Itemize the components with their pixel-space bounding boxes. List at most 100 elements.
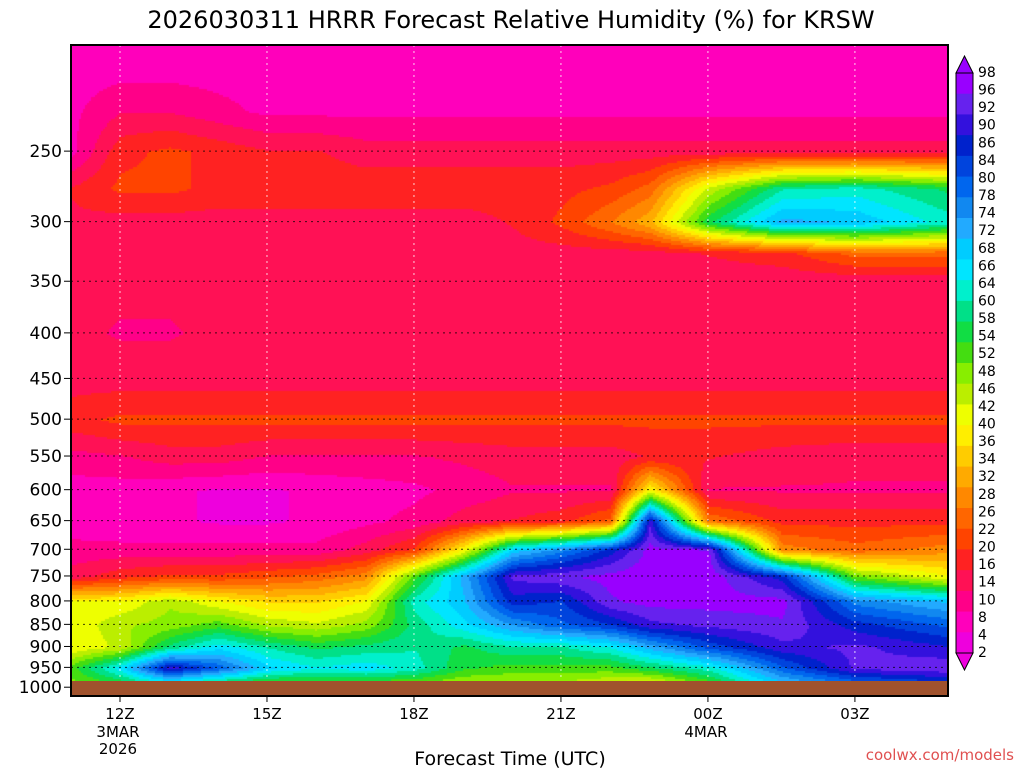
humidity-contour-field (71, 45, 948, 696)
plot-area-container (71, 45, 948, 696)
colorbar: 9896929086848078747268666460585452484642… (955, 54, 996, 672)
colorbar-label-64: 64 (978, 276, 996, 292)
colorbar-label-66: 66 (978, 258, 996, 274)
colorbar-label-90: 90 (978, 118, 996, 134)
watermark: coolwx.com/models (866, 746, 1014, 764)
colorbar-label-22: 22 (978, 522, 996, 538)
y-tick-label-700: 700 (30, 540, 62, 560)
colorbar-band-14 (956, 363, 973, 385)
x-axis-label: Forecast Time (UTC) (414, 748, 605, 768)
plot-frame (70, 44, 949, 697)
y-tick-label-850: 850 (30, 615, 62, 635)
x-tick-label-18Z: 18Z (399, 705, 428, 723)
colorbar-label-68: 68 (978, 241, 996, 257)
colorbar-band-2 (956, 114, 973, 136)
colorbar-frame (955, 72, 974, 654)
x-tick-sublabel-3MAR: 3MAR (96, 723, 139, 741)
colorbar-band-10 (956, 280, 973, 302)
y-tick-label-800: 800 (30, 592, 62, 612)
chart-title: 2026030311 HRRR Forecast Relative Humidi… (147, 6, 874, 34)
colorbar-label-92: 92 (978, 100, 996, 116)
colorbar-label-80: 80 (978, 170, 996, 186)
colorbar-label-32: 32 (978, 469, 996, 485)
colorbar-label-28: 28 (978, 487, 996, 503)
y-tick-label-350: 350 (30, 272, 62, 292)
colorbar-band-25 (956, 590, 973, 613)
x-tick-sublabel-4MAR: 4MAR (684, 723, 727, 741)
x-tick-label-12Z: 12Z (105, 705, 134, 723)
x-tick-label-15Z: 15Z (252, 705, 281, 723)
y-tick-label-1000: 1000 (19, 678, 62, 698)
colorbar-band-6 (956, 197, 973, 219)
colorbar-band-15 (956, 383, 973, 405)
y-tick-label-400: 400 (30, 324, 62, 344)
colorbar-band-4 (956, 155, 973, 178)
colorbar-band-17 (956, 425, 973, 447)
colorbar-label-86: 86 (978, 135, 996, 151)
x-tick-label-03Z: 03Z (840, 705, 869, 723)
colorbar-label-34: 34 (978, 452, 996, 468)
colorbar-band-9 (956, 259, 973, 281)
y-tick-label-950: 950 (30, 658, 62, 678)
y-tick-label-750: 750 (30, 567, 62, 587)
colorbar-label-46: 46 (978, 381, 996, 397)
y-tick-label-450: 450 (30, 369, 62, 389)
colorbar-label-84: 84 (978, 153, 996, 169)
colorbar-band-11 (956, 300, 973, 323)
colorbar-label-10: 10 (978, 592, 996, 608)
colorbar-label-58: 58 (978, 311, 996, 327)
y-tick-label-600: 600 (30, 481, 62, 501)
colorbar-band-19 (956, 466, 973, 488)
colorbar-band-0 (956, 73, 973, 95)
colorbar-label-96: 96 (978, 83, 996, 99)
y-tick-label-250: 250 (30, 142, 62, 162)
colorbar-band-24 (956, 570, 973, 592)
y-axis: 2503003504004505005506006507007508008509… (19, 142, 71, 698)
y-tick-label-500: 500 (30, 410, 62, 430)
colorbar-band-1 (956, 93, 973, 115)
colorbar-band-21 (956, 508, 973, 530)
colorbar-label-74: 74 (978, 206, 996, 222)
colorbar-label-8: 8 (978, 610, 987, 626)
colorbar-band-13 (956, 342, 973, 364)
y-tick-label-900: 900 (30, 637, 62, 657)
colorbar-band-18 (956, 445, 973, 468)
colorbar-band-20 (956, 487, 973, 509)
colorbar-label-14: 14 (978, 575, 996, 591)
colorbar-label-72: 72 (978, 223, 996, 239)
colorbar-label-36: 36 (978, 434, 996, 450)
colorbar-bottom-arrow (955, 652, 974, 672)
ground-strip (71, 681, 948, 695)
y-tick-label-300: 300 (30, 213, 62, 233)
colorbar-band-3 (956, 135, 973, 157)
colorbar-label-20: 20 (978, 540, 996, 556)
colorbar-label-52: 52 (978, 346, 996, 362)
y-tick-label-650: 650 (30, 512, 62, 532)
x-tick-label-00Z: 00Z (693, 705, 722, 723)
colorbar-band-26 (956, 611, 973, 633)
colorbar-top-arrow (955, 54, 974, 74)
y-tick-label-550: 550 (30, 447, 62, 467)
x-tick-sublabel-2026: 2026 (99, 740, 137, 758)
colorbar-label-78: 78 (978, 188, 996, 204)
colorbar-band-8 (956, 238, 973, 260)
colorbar-label-42: 42 (978, 399, 996, 415)
colorbar-band-5 (956, 176, 973, 198)
colorbar-label-4: 4 (978, 627, 987, 643)
colorbar-band-23 (956, 549, 973, 571)
colorbar-label-40: 40 (978, 417, 996, 433)
colorbar-band-16 (956, 404, 973, 426)
colorbar-label-26: 26 (978, 504, 996, 520)
colorbar-band-27 (956, 632, 973, 654)
colorbar-band-12 (956, 321, 973, 343)
colorbar-label-48: 48 (978, 364, 996, 380)
colorbar-label-16: 16 (978, 557, 996, 573)
colorbar-label-98: 98 (978, 65, 996, 81)
colorbar-band-22 (956, 528, 973, 550)
colorbar-band-7 (956, 218, 973, 240)
colorbar-label-60: 60 (978, 293, 996, 309)
x-tick-label-21Z: 21Z (546, 705, 575, 723)
colorbar-label-2: 2 (978, 645, 987, 661)
